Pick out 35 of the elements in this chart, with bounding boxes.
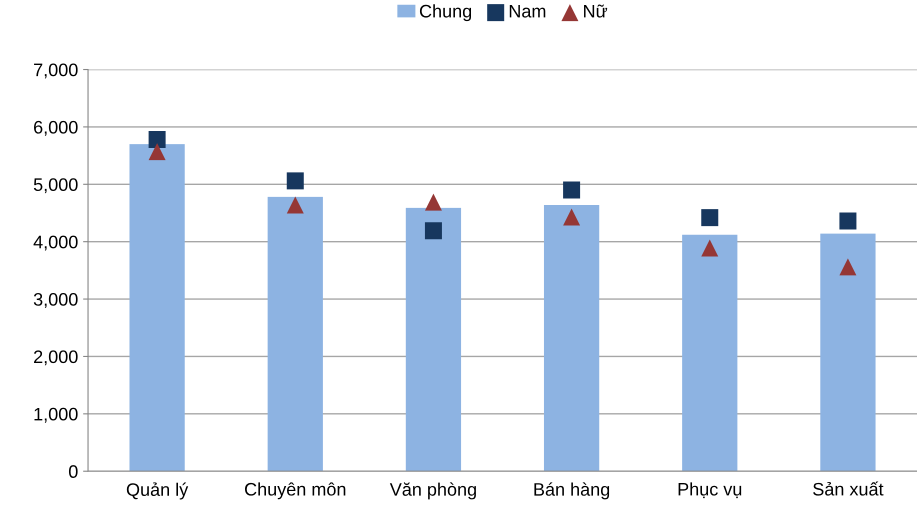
y-tick-label: 6,000	[34, 120, 78, 136]
bar	[268, 196, 323, 472]
legend-label: Nam	[510, 4, 546, 18]
point	[563, 182, 580, 199]
point	[701, 209, 718, 226]
y-tick-label: 4,000	[34, 236, 78, 251]
point	[148, 131, 166, 148]
point	[286, 172, 304, 190]
legend-label: Chung	[420, 4, 472, 22]
bar	[682, 234, 738, 472]
y-tick-label: 7,000	[34, 63, 78, 78]
point	[286, 196, 304, 214]
y-tick-label: 3,000	[34, 293, 78, 308]
x-tick-label: Quản lý	[126, 482, 188, 500]
x-tick-label: Phục vụ	[678, 482, 742, 498]
x-tick-label: Bán hàng	[534, 482, 610, 500]
y-tick-label: 0	[68, 465, 78, 478]
x-tick-label: Chuyên môn	[245, 482, 346, 500]
x-tick-label: Văn phòng	[390, 482, 476, 500]
bar	[129, 144, 185, 472]
y-tick-label: 2,000	[34, 350, 78, 366]
point	[563, 208, 580, 226]
point	[839, 258, 856, 276]
y-tick-label: 1,000	[34, 408, 78, 423]
bar	[406, 208, 462, 472]
point	[424, 194, 442, 211]
bar	[820, 234, 876, 472]
point	[424, 222, 442, 240]
legend-label: Nữ	[584, 4, 608, 18]
point	[148, 143, 166, 160]
y-tick-label: 5,000	[34, 178, 78, 194]
point	[701, 239, 718, 256]
x-tick-label: Sản xuất	[813, 482, 884, 496]
point	[839, 212, 856, 230]
bar	[544, 204, 600, 472]
